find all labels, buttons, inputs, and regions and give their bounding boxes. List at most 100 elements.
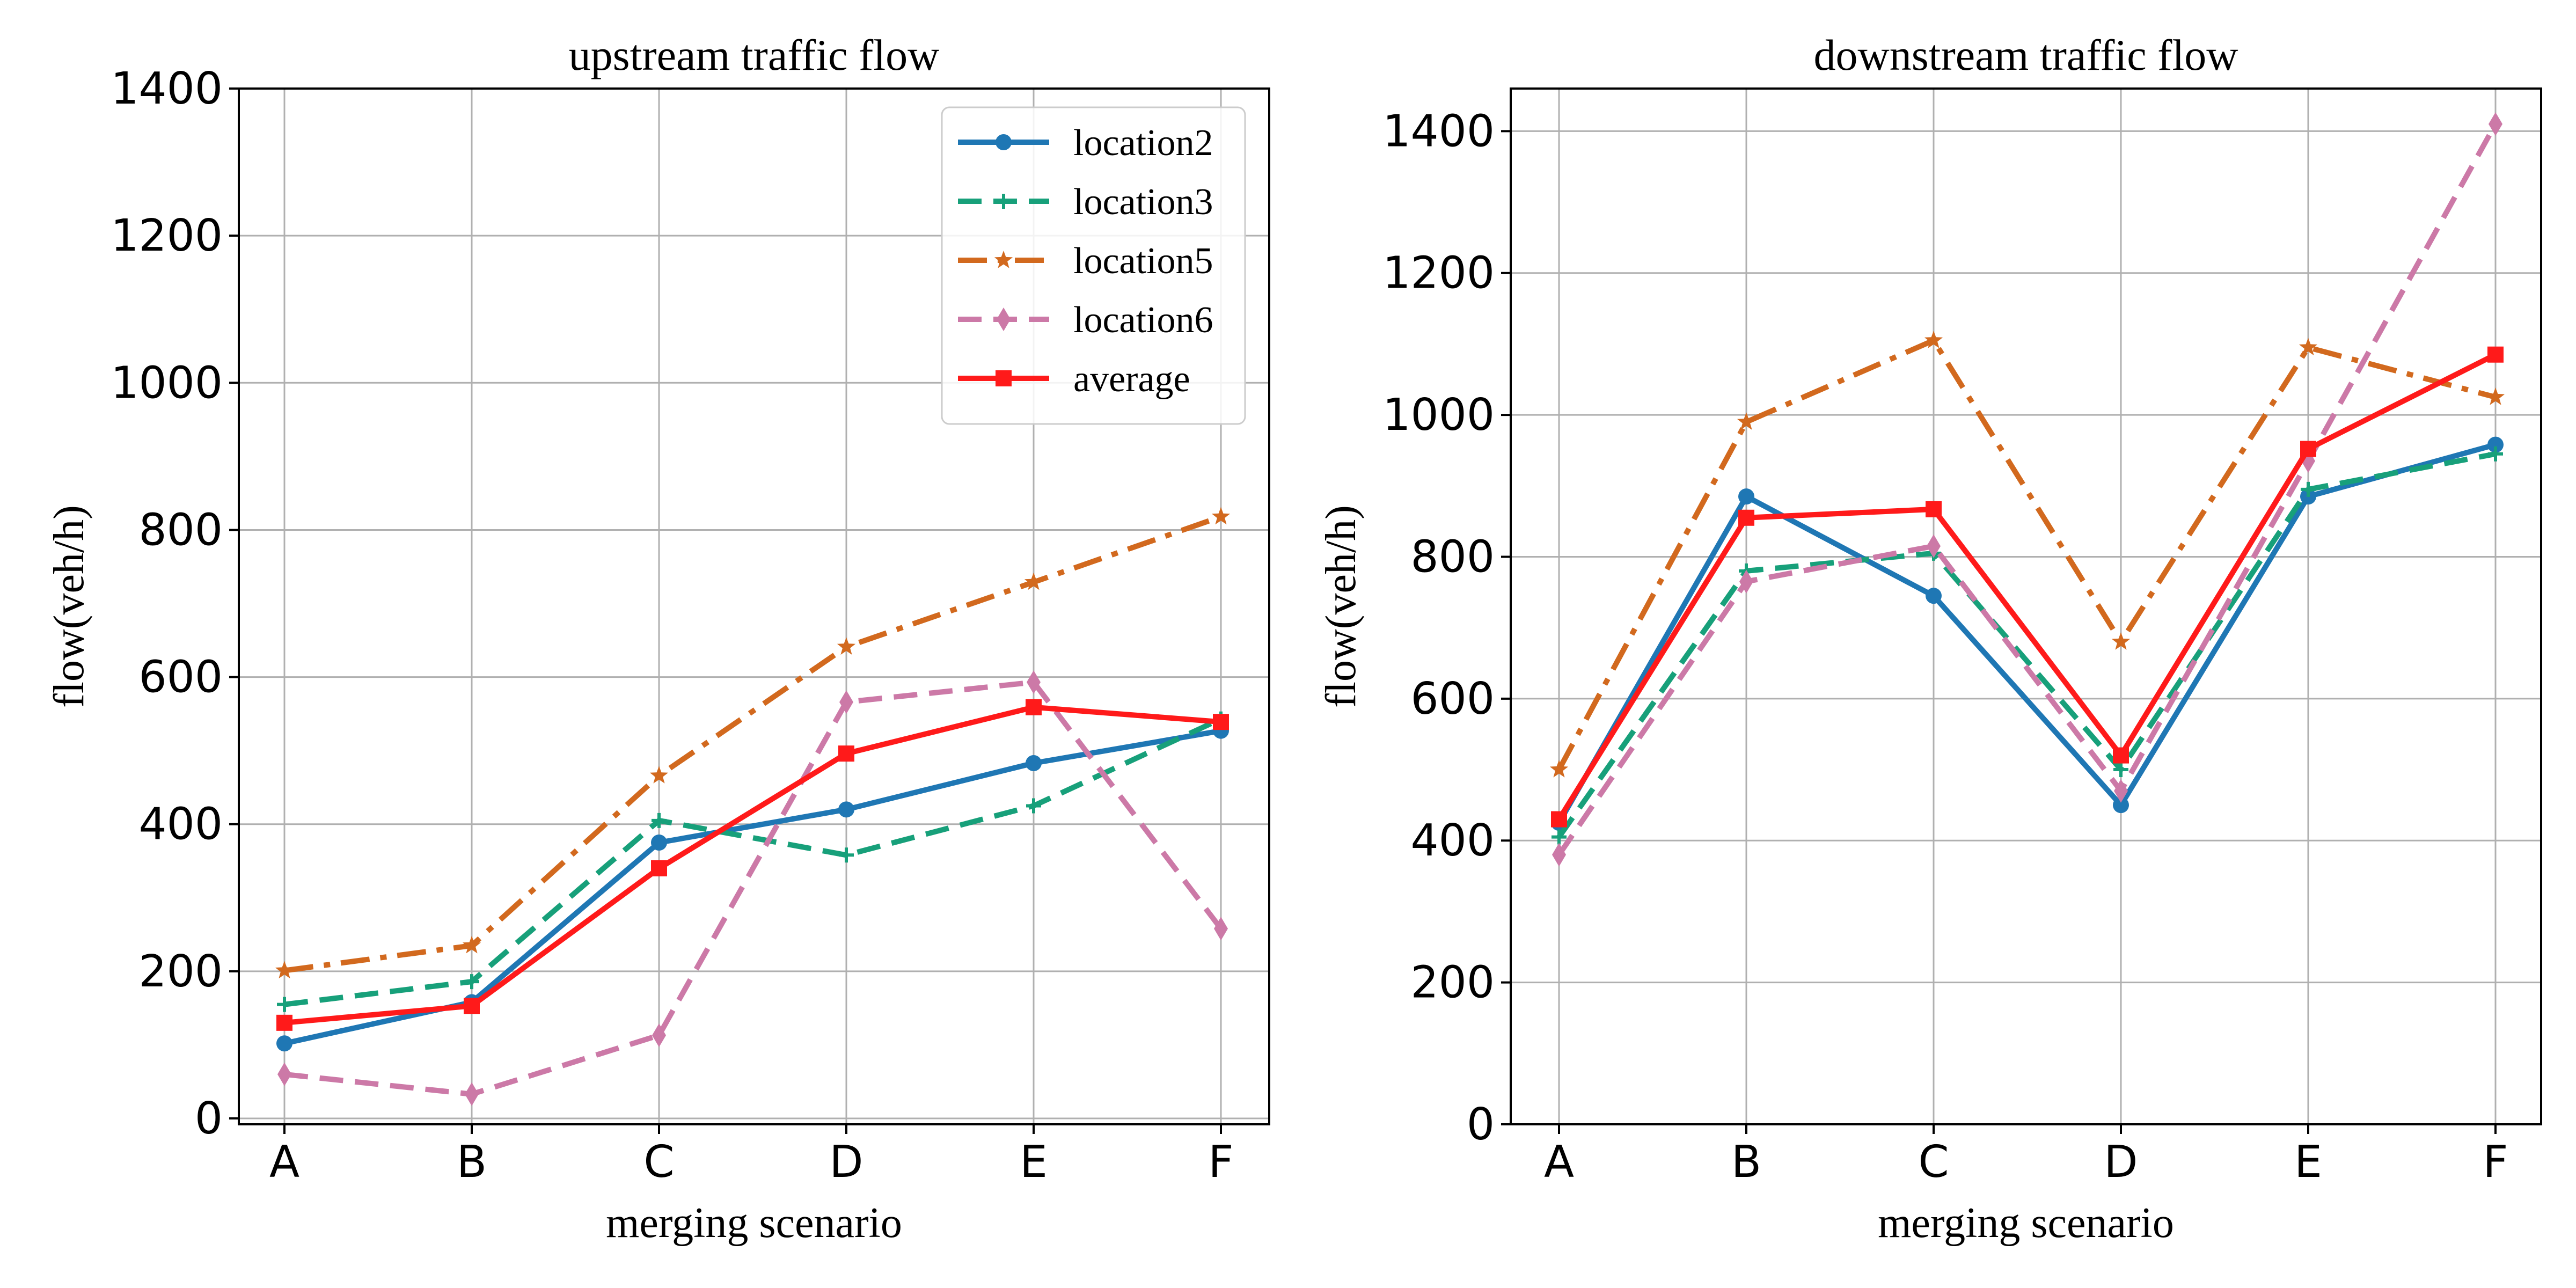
data-point-location3 [2488, 446, 2503, 462]
series-location6 [277, 670, 1228, 1106]
series-average [1551, 346, 2504, 828]
data-point-location2 [2487, 436, 2504, 453]
data-point-location5 [275, 961, 294, 979]
legend-marker-location5 [994, 251, 1013, 268]
series-location6 [1552, 112, 2502, 867]
data-point-location2 [1026, 755, 1042, 771]
series-location5 [275, 507, 1231, 979]
chart-title: downstream traffic flow [1814, 31, 2238, 79]
series-average [276, 699, 1229, 1031]
x-tick-label: B [1731, 1137, 1761, 1188]
y-tick-label: 1400 [1382, 106, 1495, 157]
data-point-location5 [837, 637, 856, 655]
x-tick-label: F [1208, 1137, 1233, 1188]
data-point-location5 [2299, 338, 2318, 356]
data-point-average [1738, 509, 1754, 526]
x-axis-label: merging scenario [606, 1199, 902, 1247]
y-tick-label: 0 [195, 1093, 223, 1144]
data-point-location6 [2114, 779, 2128, 803]
y-tick-label: 400 [138, 799, 223, 850]
y-tick-label: 1200 [111, 210, 223, 261]
data-point-location3 [839, 847, 854, 863]
chart-panel-2: 0 200 400 600 800 1000 1200 1400 A B C D E Fdownstrea… [1318, 31, 2542, 1247]
y-tick-label: 600 [1410, 674, 1495, 724]
legend-box [941, 106, 1246, 425]
y-tick-label: 600 [138, 652, 223, 703]
y-axis-label: flow(veh/h) [1318, 505, 1365, 708]
data-point-location5 [1549, 760, 1569, 778]
y-tick-label: 200 [138, 946, 223, 997]
data-point-location5 [1211, 507, 1231, 525]
data-point-average [464, 998, 480, 1014]
data-point-location6 [1552, 843, 1566, 867]
y-tick-label: 1200 [1382, 248, 1495, 299]
series-line-average [284, 704, 1221, 1026]
data-point-average [2487, 346, 2504, 363]
y-tick-label: 800 [138, 504, 223, 555]
x-tick-label: B [457, 1137, 487, 1188]
x-tick-label: D [829, 1137, 863, 1188]
series-line-location2 [1556, 442, 2497, 824]
data-point-location5 [1024, 572, 1043, 590]
data-point-location6 [277, 1062, 291, 1086]
data-point-location5 [2111, 632, 2131, 650]
y-axis-label: flow(veh/h) [46, 505, 93, 708]
data-point-location2 [2113, 797, 2129, 814]
data-point-average [1026, 699, 1042, 715]
y-tick-label: 400 [1410, 815, 1495, 866]
data-point-location6 [839, 690, 853, 714]
legend-marker-location2 [996, 134, 1012, 150]
data-point-location5 [2486, 387, 2505, 405]
series-line-location3 [1556, 451, 2496, 839]
x-tick-label: D [2104, 1137, 2138, 1188]
data-point-location3 [1552, 829, 1567, 845]
data-point-location2 [651, 835, 667, 851]
chart-panel-1: 0 200 400 600 800 1000 1200 1400 A B C D E Fupstream … [46, 31, 1270, 1247]
data-point-average [276, 1014, 292, 1031]
data-point-location6 [465, 1082, 479, 1106]
series-line-location6 [284, 679, 1223, 1097]
data-point-location5 [1737, 412, 1756, 430]
series-line-location5 [284, 514, 1222, 974]
data-point-location3 [277, 997, 292, 1012]
legend: location2 location3 location5 location6 aver… [941, 106, 1246, 425]
y-tick-label: 800 [1410, 531, 1495, 582]
legend-label-location3: location3 [1073, 181, 1213, 223]
legend-label-location5: location5 [1073, 240, 1213, 282]
series-location2 [276, 722, 1229, 1052]
data-point-location2 [1738, 488, 1754, 505]
y-tick-label: 200 [1410, 957, 1495, 1008]
data-point-location5 [1924, 331, 1943, 348]
plot-frame [238, 87, 1270, 1125]
x-tick-label: C [1918, 1137, 1949, 1188]
data-point-average [651, 860, 667, 876]
chart-title: upstream traffic flow [569, 31, 940, 79]
data-point-location6 [652, 1023, 666, 1048]
x-tick-label: E [1020, 1137, 1048, 1188]
data-point-location2 [276, 1035, 292, 1052]
data-point-location3 [1026, 798, 1041, 814]
x-tick-label: F [2483, 1137, 2508, 1188]
data-point-average [1213, 714, 1229, 730]
legend-marker-average [996, 370, 1012, 386]
series-line-average [1556, 352, 2497, 821]
series-line-location2 [283, 728, 1221, 1046]
data-point-location5 [649, 766, 669, 784]
legend-label-average: average [1073, 358, 1190, 400]
data-point-location5 [462, 935, 481, 954]
series-line-location6 [1556, 122, 2498, 857]
data-point-average [1551, 811, 1567, 828]
series-line-location5 [1556, 338, 2497, 771]
data-point-average [2300, 441, 2316, 457]
legend-label-location2: location2 [1073, 122, 1213, 164]
x-tick-label: C [643, 1137, 674, 1188]
y-tick-label: 0 [1467, 1099, 1495, 1150]
data-point-location2 [838, 801, 854, 818]
legend-marker-location6 [997, 308, 1011, 331]
series-location3 [1552, 446, 2503, 845]
x-tick-label: E [2294, 1137, 2322, 1188]
data-point-average [1926, 501, 1942, 517]
data-point-average [2113, 747, 2129, 764]
data-point-location3 [464, 974, 479, 990]
